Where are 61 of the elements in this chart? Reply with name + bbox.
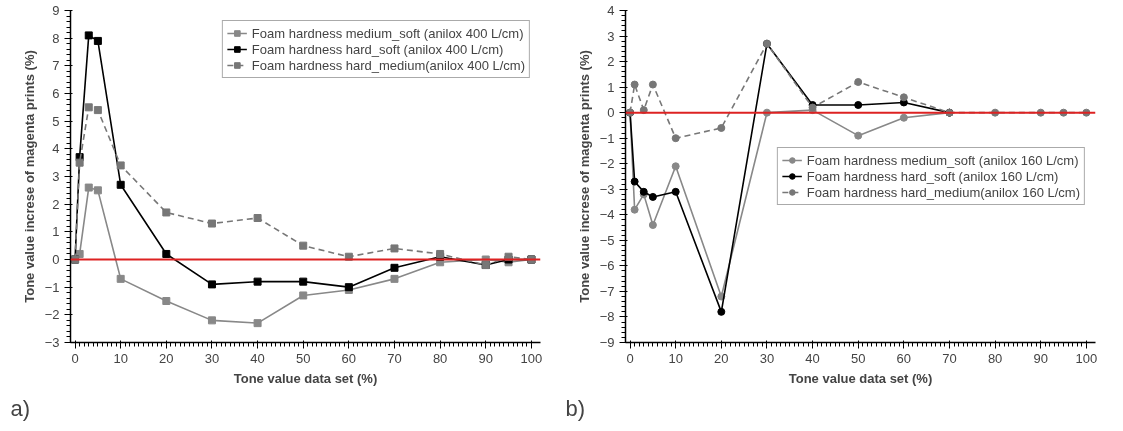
x-tick-label: 60 xyxy=(341,350,357,366)
y-tick-label: −3 xyxy=(44,335,60,350)
x-axis-title: Tone value data set (%) xyxy=(788,370,933,386)
x-tick-label: 70 xyxy=(942,350,957,366)
x-tick-label: 60 xyxy=(896,350,912,366)
text: a) xyxy=(10,395,31,421)
x-tick-label: 0 xyxy=(626,350,634,366)
y-tick-label: −4 xyxy=(599,207,615,223)
y-tick-label: −1 xyxy=(599,130,615,146)
y-tick-label: 5 xyxy=(52,113,60,129)
y-tick-label: −6 xyxy=(599,258,615,274)
y-tick-label: −7 xyxy=(599,283,615,299)
text: b) xyxy=(565,395,586,421)
x-tick-label: 10 xyxy=(668,350,683,366)
y-tick-label: 9 xyxy=(52,3,60,18)
x-tick-label: 0 xyxy=(71,350,79,366)
y-tick-label: 8 xyxy=(52,30,60,46)
y-tick-label: 1 xyxy=(52,224,60,240)
x-tick-label: 80 xyxy=(987,350,1003,366)
y-tick-label: −2 xyxy=(599,156,615,172)
y-tick-label: 0 xyxy=(607,105,615,121)
y-tick-label: 2 xyxy=(52,196,60,212)
legend-label: Foam hardness hard_medium(anilox 400 L/cm) xyxy=(251,57,525,73)
x-tick-label: 50 xyxy=(850,350,866,366)
legend-label: Foam hardness hard_soft (anilox 400 L/cm) xyxy=(251,41,504,57)
x-tick-label: 40 xyxy=(250,350,265,366)
y-tick-label: 2 xyxy=(607,54,615,70)
x-tick-label: 100 xyxy=(1075,350,1098,366)
y-axis-title: Tone value increse of magenta prints (%) xyxy=(576,50,592,303)
y-tick-label: −2 xyxy=(44,307,60,323)
x-tick-label: 50 xyxy=(295,350,311,366)
y-tick-label: 4 xyxy=(52,141,60,157)
y-tick-label: 1 xyxy=(607,79,615,95)
y-tick-label: −1 xyxy=(44,279,60,295)
y-tick-label: 4 xyxy=(607,3,615,18)
y-tick-label: −3 xyxy=(599,181,615,197)
x-tick-label: 100 xyxy=(520,350,543,366)
x-tick-label: 80 xyxy=(432,350,448,366)
legend-label: Foam hardness medium_soft (anilox 400 L/cm) xyxy=(251,25,524,41)
y-tick-label: 0 xyxy=(52,252,60,267)
legend-label: Foam hardness hard_soft (anilox 160 L/cm) xyxy=(806,168,1059,184)
y-tick-label: −5 xyxy=(599,232,615,248)
x-tick-label: 20 xyxy=(714,350,729,366)
x-tick-label: 20 xyxy=(159,350,174,366)
y-tick-label: −9 xyxy=(599,335,615,350)
y-tick-label: 7 xyxy=(52,58,60,74)
x-tick-label: 30 xyxy=(204,350,220,366)
y-axis-title: Tone value increse of magenta prints (%) xyxy=(21,50,37,303)
y-tick-label: 6 xyxy=(52,86,60,101)
x-tick-label: 10 xyxy=(113,350,128,366)
legend-label: Foam hardness hard_medium(anilox 160 L/cm) xyxy=(806,184,1080,200)
x-axis-title: Tone value data set (%) xyxy=(233,370,378,386)
y-tick-label: −8 xyxy=(599,309,615,325)
x-tick-label: 30 xyxy=(759,350,775,366)
legend-label: Foam hardness medium_soft (anilox 160 L/cm) xyxy=(806,152,1079,168)
x-tick-label: 70 xyxy=(387,350,402,366)
x-tick-label: 40 xyxy=(805,350,820,366)
y-tick-label: 3 xyxy=(52,169,60,184)
x-tick-label: 90 xyxy=(1033,350,1048,366)
y-tick-label: 3 xyxy=(607,28,615,44)
x-tick-label: 90 xyxy=(478,350,493,366)
